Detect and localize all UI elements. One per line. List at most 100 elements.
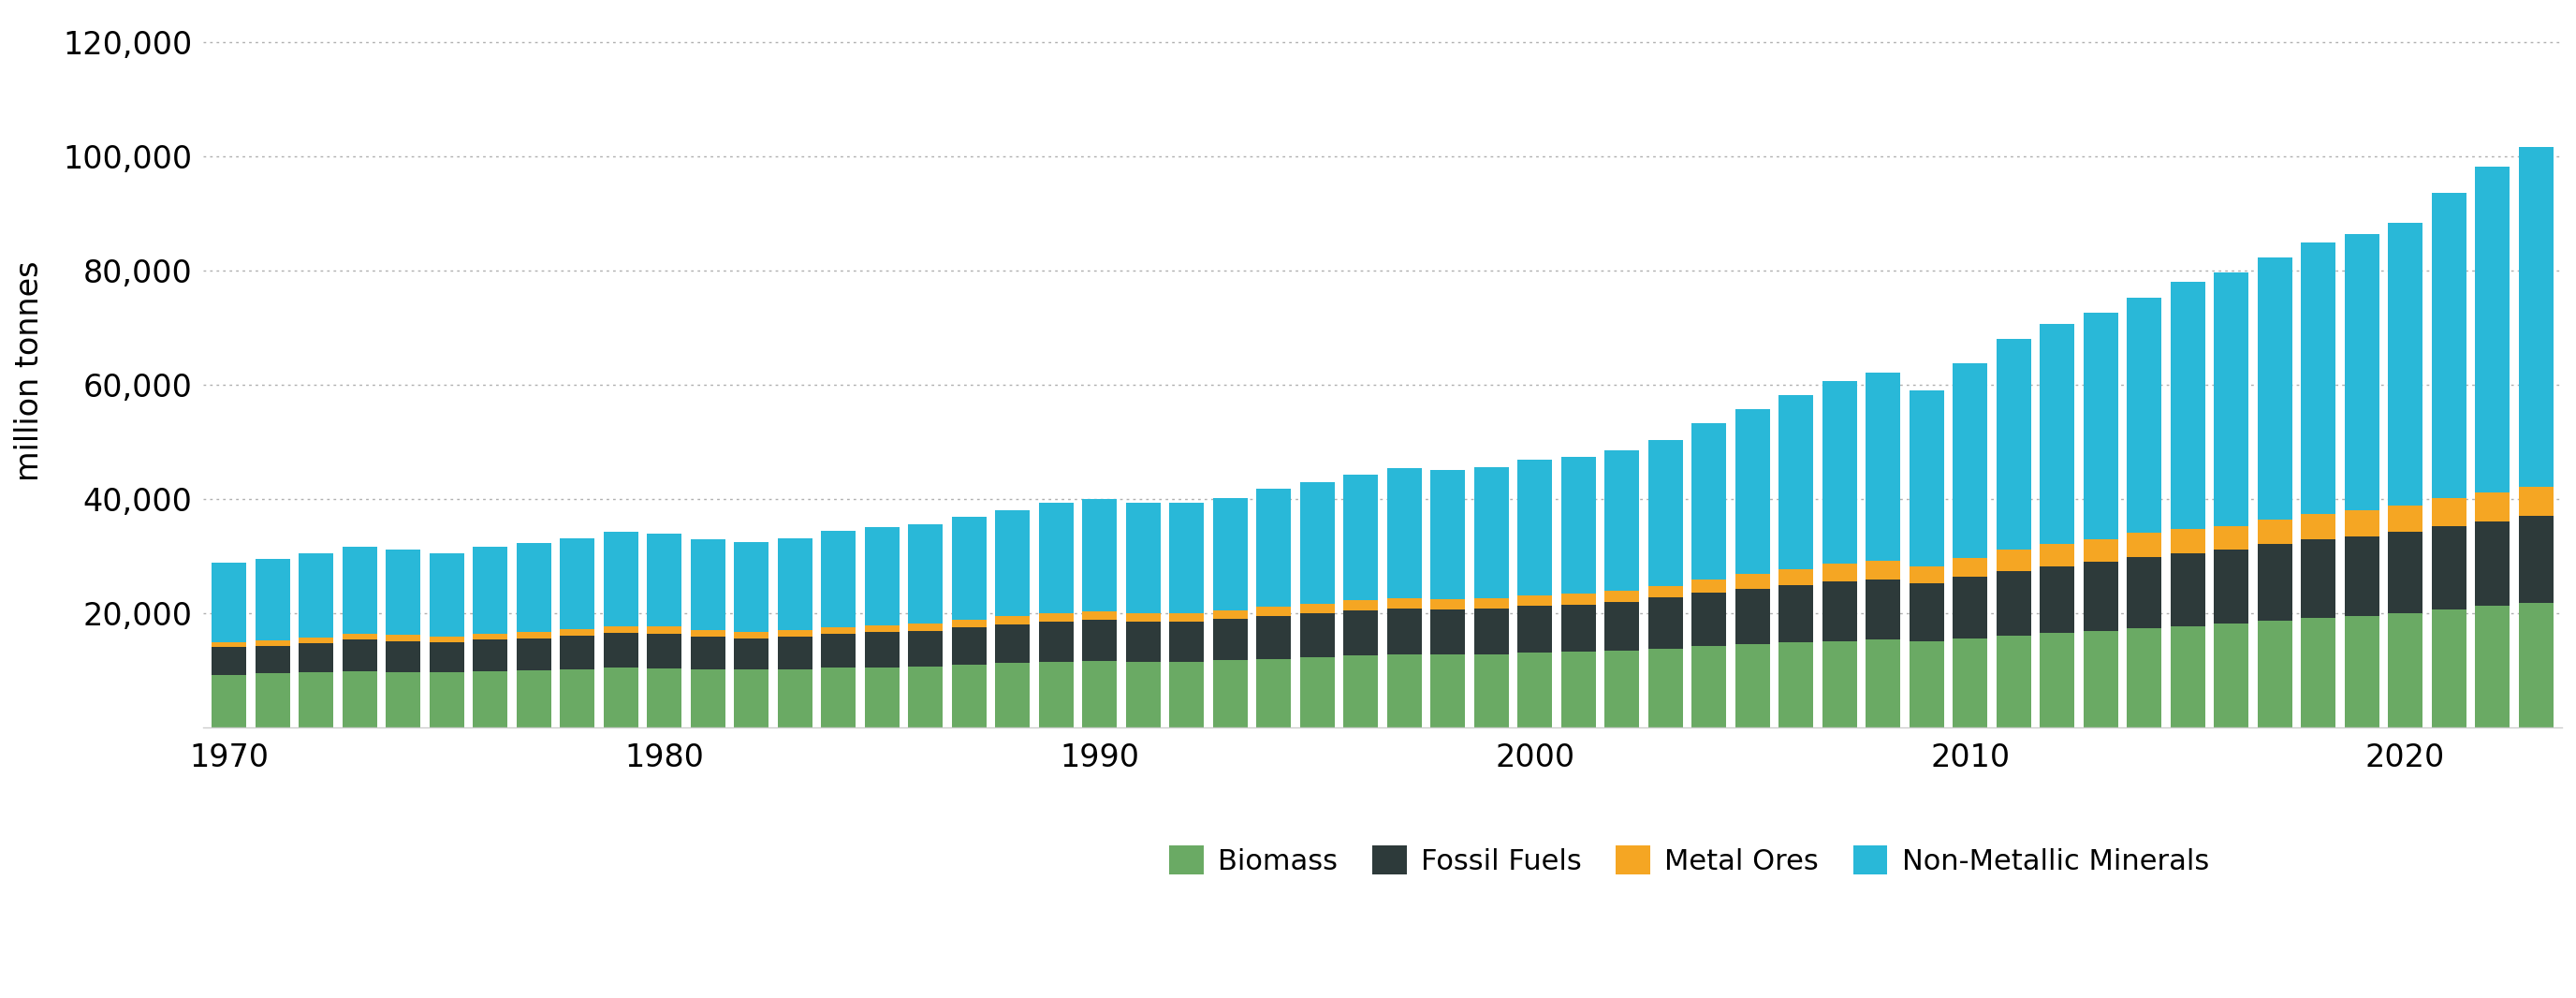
Bar [907,631,943,667]
Bar [1561,457,1595,594]
Bar [994,617,1030,625]
Bar [1953,577,1989,638]
Bar [1561,652,1595,728]
Bar [1605,602,1638,651]
Bar [1865,561,1901,580]
Bar [603,633,639,668]
Bar [2344,510,2380,537]
Bar [778,538,811,630]
Bar [1517,653,1553,728]
Bar [1082,612,1118,620]
Bar [1736,645,1770,728]
Bar [1342,475,1378,601]
Bar [2432,609,2465,728]
Bar [1170,614,1203,622]
Bar [866,625,899,632]
Bar [1649,586,1682,598]
Bar [2128,533,2161,557]
Bar [1561,594,1595,605]
Bar [2128,557,2161,629]
Bar [2388,223,2421,505]
Bar [211,562,247,642]
Bar [1213,498,1247,611]
Bar [1038,622,1074,662]
Bar [1821,381,1857,564]
Bar [299,644,332,673]
Bar [822,668,855,728]
Bar [1561,605,1595,652]
Bar [1517,460,1553,596]
Bar [603,668,639,728]
Bar [1082,661,1118,728]
Bar [1821,641,1857,728]
Bar [1038,503,1074,613]
Bar [2300,514,2336,540]
Bar [2084,631,2117,728]
Bar [690,637,726,670]
Bar [1213,611,1247,620]
Bar [866,632,899,668]
Bar [2519,486,2553,516]
Bar [1777,569,1814,585]
Bar [1213,661,1247,728]
Bar [951,517,987,620]
Bar [559,630,595,636]
Bar [1736,409,1770,574]
Bar [2169,529,2205,553]
Bar [1736,574,1770,589]
Bar [1517,596,1553,606]
Bar [1170,503,1203,614]
Bar [1082,620,1118,661]
Bar [1605,651,1638,728]
Bar [343,640,376,672]
Bar [1430,610,1466,655]
Bar [1821,581,1857,641]
Bar [2300,243,2336,514]
Bar [255,646,291,674]
Bar [1430,470,1466,600]
Bar [2388,613,2421,728]
Bar [734,632,768,638]
Bar [1777,585,1814,643]
Bar [1126,662,1159,728]
Bar [951,628,987,665]
Bar [1257,488,1291,607]
Bar [1170,622,1203,662]
Bar [647,634,683,669]
Bar [2388,532,2421,613]
Bar [734,670,768,728]
Bar [951,665,987,728]
Bar [1909,567,1945,584]
Bar [2476,606,2509,728]
Bar [211,642,247,648]
Bar [2040,566,2074,633]
Bar [1996,550,2030,571]
Bar [1777,395,1814,569]
Bar [1821,564,1857,581]
Bar [1865,372,1901,561]
Bar [951,620,987,628]
Bar [430,673,464,728]
Bar [1257,607,1291,616]
Bar [474,672,507,728]
Bar [1777,643,1814,728]
Bar [2040,324,2074,544]
Bar [1605,591,1638,602]
Bar [2257,544,2293,621]
Bar [1257,616,1291,659]
Bar [907,667,943,728]
Bar [2169,282,2205,529]
Bar [515,638,551,670]
Bar [2084,539,2117,562]
Bar [343,546,376,634]
Bar [690,630,726,637]
Bar [1126,622,1159,662]
Bar [2213,272,2249,526]
Bar [1301,604,1334,614]
Bar [2344,234,2380,510]
Bar [2388,505,2421,532]
Bar [1953,363,1989,558]
Bar [778,637,811,669]
Bar [778,669,811,728]
Bar [2344,537,2380,616]
